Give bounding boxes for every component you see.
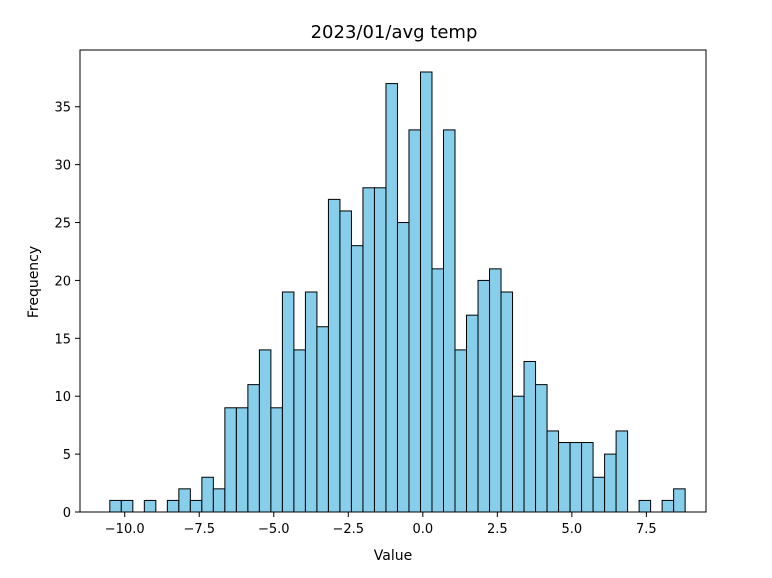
histogram-bar — [535, 384, 548, 513]
x-tick-label: −5.0 — [258, 522, 290, 537]
chart-title: 2023/01/avg temp — [311, 22, 478, 43]
x-tick-label: 5.0 — [562, 522, 583, 537]
histogram-bar — [408, 129, 421, 513]
y-tick-label: 20 — [54, 274, 71, 289]
histogram-bar — [224, 407, 237, 513]
histogram-bar — [512, 395, 525, 513]
bars-group — [109, 71, 686, 513]
histogram-bar — [166, 499, 180, 513]
histogram-bar — [304, 291, 318, 513]
y-tick-label: 25 — [54, 217, 71, 232]
histogram-bar — [442, 129, 456, 513]
x-axis-ticks: −10.0 −7.5 −5.0 −2.5 0.0 2.5 5.0 7.5 — [105, 512, 657, 537]
x-tick-label: −10.0 — [105, 522, 145, 537]
x-tick-label: 7.5 — [636, 522, 657, 537]
y-tick-label: 35 — [54, 101, 71, 116]
histogram-bar — [661, 499, 675, 513]
histogram-bar — [189, 499, 203, 513]
plot-area-frame — [79, 49, 707, 513]
histogram-bar — [109, 499, 122, 513]
y-tick-label: 5 — [63, 448, 71, 463]
x-tick-label: −2.5 — [332, 522, 364, 537]
histogram-bar — [258, 349, 272, 513]
histogram-bar — [592, 476, 606, 513]
histogram-bar — [396, 222, 410, 513]
histogram-bar — [489, 268, 502, 513]
histogram-bar — [212, 488, 226, 513]
histogram-bar — [615, 430, 629, 513]
histogram-bar — [419, 71, 433, 513]
histogram-bar — [120, 499, 134, 513]
x-tick-label: 0.0 — [412, 522, 433, 537]
histogram-bar — [546, 430, 560, 513]
histogram-bar — [604, 453, 617, 513]
y-tick-label: 10 — [54, 390, 71, 405]
x-tick-label: −7.5 — [183, 522, 215, 537]
histogram-bar — [281, 291, 295, 513]
histogram-bar — [350, 245, 364, 513]
histogram-bar — [270, 407, 283, 513]
histogram-bar — [385, 83, 398, 513]
histogram-bar — [362, 187, 375, 513]
histogram-bar — [523, 360, 537, 513]
x-tick-label: 2.5 — [487, 522, 508, 537]
histogram-bar — [454, 349, 468, 513]
histogram-bar — [673, 488, 686, 513]
histogram-bar — [431, 268, 444, 513]
histogram-bar — [638, 499, 652, 513]
y-axis-ticks: 0 5 10 15 20 25 30 35 — [54, 101, 80, 521]
y-tick-label: 30 — [54, 159, 71, 174]
histogram-bar — [373, 187, 387, 513]
histogram-bar — [327, 198, 341, 513]
y-tick-label: 15 — [54, 332, 71, 347]
histogram-bar — [178, 488, 191, 513]
histogram-bar — [235, 407, 249, 513]
histogram-bar — [316, 326, 329, 513]
y-tick-label: 0 — [63, 506, 71, 521]
histogram-bar — [143, 499, 157, 513]
histogram-bar — [581, 442, 594, 513]
y-axis-label: Frequency — [26, 246, 42, 318]
histogram-bar — [500, 291, 514, 513]
histogram-bar — [247, 384, 260, 513]
histogram-bar — [339, 210, 352, 513]
histogram-bar — [569, 442, 583, 513]
histogram-bar — [293, 349, 306, 513]
histogram-bar — [201, 476, 214, 513]
histogram-bar — [558, 442, 571, 513]
x-axis-label: Value — [374, 548, 412, 564]
histogram-bar — [477, 279, 491, 513]
histogram-bar — [466, 314, 479, 513]
